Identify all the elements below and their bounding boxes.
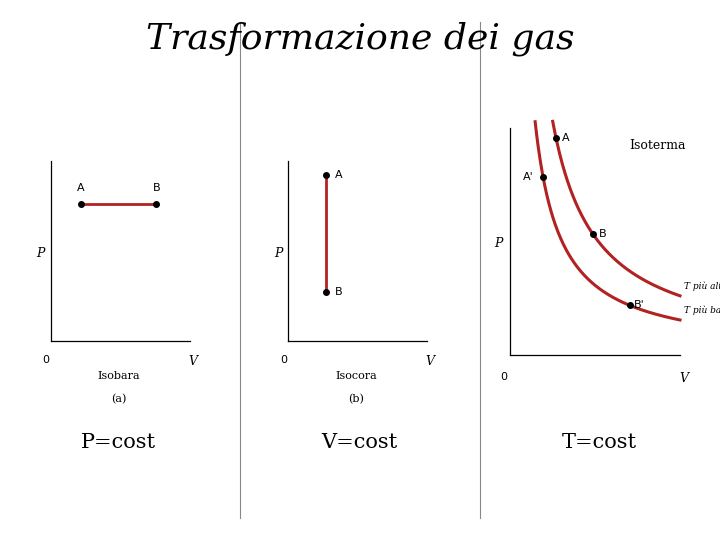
Text: V: V [188,355,197,368]
Text: B: B [598,229,606,239]
Text: 0: 0 [500,372,508,382]
Text: 0: 0 [280,355,287,365]
Text: P: P [36,247,45,260]
Text: Isocora: Isocora [336,370,377,381]
Text: P: P [494,237,503,250]
Text: B: B [335,287,343,298]
Text: A': A' [523,172,534,181]
Text: Trasformazione dei gas: Trasformazione dei gas [145,22,575,56]
Text: P=cost: P=cost [81,433,156,453]
Text: V: V [426,355,435,368]
Text: V: V [679,372,688,385]
Text: (b): (b) [348,394,364,404]
Text: A: A [335,170,343,180]
Text: T=cost: T=cost [562,433,637,453]
Text: A: A [562,133,569,143]
Text: 0: 0 [42,355,50,365]
Text: P: P [274,247,282,260]
Text: B: B [153,183,160,193]
Text: B': B' [634,300,644,310]
Text: Isobara: Isobara [97,370,140,381]
Text: T più alta: T più alta [684,281,720,291]
Text: (a): (a) [111,394,126,404]
Text: T più bassa: T più bassa [684,306,720,315]
Text: A: A [77,183,85,193]
Text: Isoterma: Isoterma [629,139,686,152]
Text: V=cost: V=cost [321,433,397,453]
